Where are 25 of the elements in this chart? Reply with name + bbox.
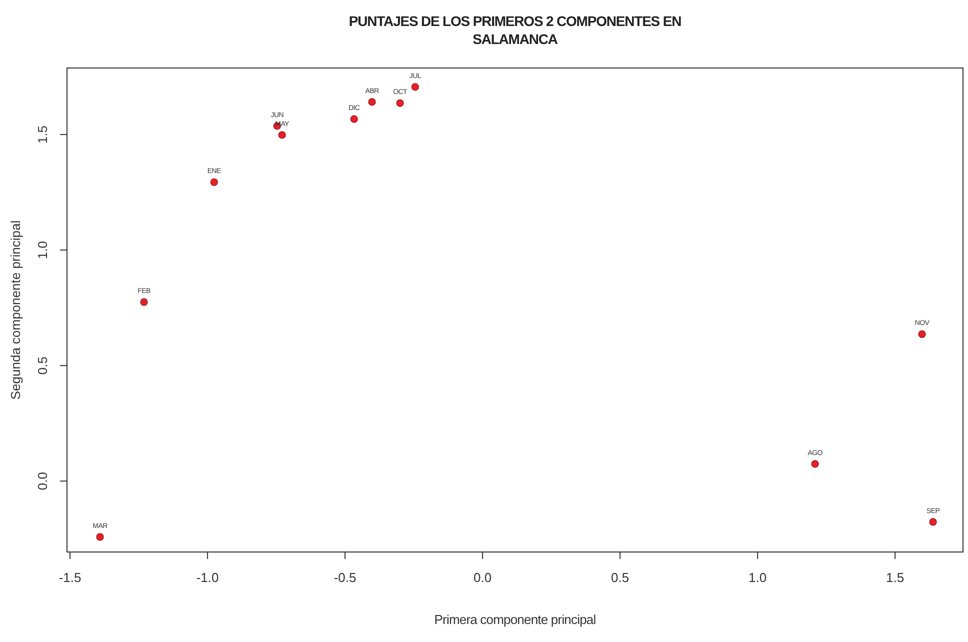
- point: [210, 178, 218, 186]
- x-tick-label: -1.0: [196, 570, 219, 585]
- y-tick-label: 1.5: [35, 125, 50, 144]
- point: [368, 98, 376, 106]
- y-tick-label: 1.0: [35, 241, 50, 260]
- x-tick-label: -0.5: [334, 570, 356, 585]
- chart-title: PUNTAJES DE LOS PRIMEROS 2 COMPONENTES EN SALAMANCA: [348, 13, 682, 47]
- x-tick-label: 1.5: [886, 570, 904, 585]
- point: [396, 99, 404, 107]
- y-axis-title: Segunda componente principal: [8, 220, 23, 400]
- point: [811, 460, 819, 468]
- point: [350, 115, 358, 123]
- point: [96, 533, 104, 541]
- x-tick-label: -1.5: [58, 570, 82, 585]
- point: [918, 330, 926, 338]
- point: [140, 298, 148, 306]
- x-axis-title: Primera componente principal: [434, 612, 596, 627]
- y-tick-label: 0.5: [35, 356, 50, 375]
- point: [411, 83, 419, 91]
- x-tick-label: 0.5: [611, 570, 630, 585]
- point: [929, 518, 937, 526]
- x-tick-label: 1.0: [748, 570, 767, 585]
- point: [278, 131, 286, 139]
- y-tick-label: 0.0: [35, 472, 50, 490]
- x-tick-label: 0.0: [474, 570, 492, 585]
